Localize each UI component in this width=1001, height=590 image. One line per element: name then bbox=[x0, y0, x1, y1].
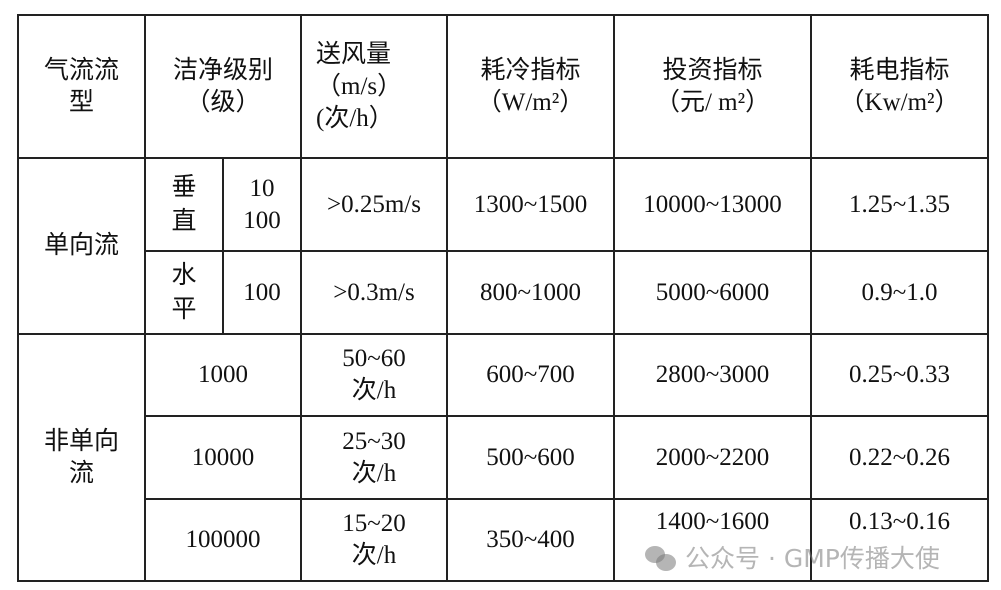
investment-cell: 5000~6000 bbox=[613, 250, 813, 335]
cooling-cell: 800~1000 bbox=[446, 250, 616, 335]
airflow-type-cell: 非单向流 bbox=[17, 333, 146, 582]
class-cell: 1000 bbox=[143, 333, 303, 417]
header-row: 气流流型 洁净级别（级） 送风量（m/s）(次/h） 耗冷指标（W/m²） 投资… bbox=[17, 14, 990, 159]
class-cell: 100 bbox=[221, 250, 303, 335]
header-cooling: 耗冷指标（W/m²） bbox=[446, 14, 616, 159]
table-row: 10000 25~30次/h 500~600 2000~2200 0.22~0.… bbox=[18, 415, 990, 500]
power-cell: 0.25~0.33 bbox=[810, 333, 990, 417]
air-volume-cell: >0.3m/s bbox=[300, 250, 449, 335]
orientation-cell: 水平 bbox=[144, 250, 224, 335]
class-cell: 10000 bbox=[143, 415, 303, 500]
cooling-cell: 350~400 bbox=[446, 498, 616, 582]
cooling-cell: 500~600 bbox=[446, 415, 616, 500]
header-investment: 投资指标（元/ m²） bbox=[613, 14, 813, 159]
table-row: 100000 15~20次/h 350~400 1400~1600 0.13~0… bbox=[18, 498, 990, 582]
orientation-text: 垂直 bbox=[171, 173, 197, 235]
header-air-volume: 送风量（m/s）(次/h） bbox=[300, 14, 449, 159]
header-clean-class: 洁净级别（级） bbox=[143, 14, 303, 159]
cooling-cell: 600~700 bbox=[446, 333, 616, 417]
watermark-text: 公众号 · GMP传播大使 bbox=[685, 544, 940, 573]
air-volume-cell: 25~30次/h bbox=[300, 415, 449, 500]
header-power: 耗电指标（Kw/m²） bbox=[810, 14, 990, 159]
orientation-cell: 垂直 bbox=[144, 157, 224, 252]
power-cell: 0.13~0.16 bbox=[810, 498, 990, 582]
orientation-text: 水平 bbox=[171, 261, 197, 323]
table-row: 非单向流 1000 50~60次/h 600~700 2800~3000 0.2… bbox=[17, 333, 990, 582]
class-cell: 10 100 bbox=[221, 157, 303, 252]
air-volume-cell: 15~20次/h bbox=[300, 498, 449, 582]
investment-cell: 10000~13000 bbox=[613, 157, 813, 252]
cooling-cell: 1300~1500 bbox=[446, 157, 616, 252]
air-volume-cell: 50~60次/h bbox=[300, 333, 449, 417]
header-airflow-type: 气流流型 bbox=[17, 14, 146, 159]
power-cell: 0.9~1.0 bbox=[810, 250, 990, 335]
power-cell: 1.25~1.35 bbox=[810, 157, 990, 252]
airflow-type-cell: 单向流 bbox=[17, 157, 146, 335]
investment-cell: 1400~1600 bbox=[613, 498, 813, 582]
air-volume-cell: >0.25m/s bbox=[300, 157, 449, 252]
investment-cell: 2800~3000 bbox=[613, 333, 813, 417]
investment-cell: 2000~2200 bbox=[613, 415, 813, 500]
table-row: 单向流 垂直 10 100 >0.25m/s 1300~1500 10000~1… bbox=[17, 157, 990, 335]
table-row: 水平 100 >0.3m/s 800~1000 5000~6000 0.9~1.… bbox=[18, 250, 990, 335]
power-cell: 0.22~0.26 bbox=[810, 415, 990, 500]
wechat-icon bbox=[645, 546, 677, 572]
cleanroom-index-table: 气流流型 洁净级别（级） 送风量（m/s）(次/h） 耗冷指标（W/m²） 投资… bbox=[17, 14, 990, 582]
watermark: 公众号 · GMP传播大使 bbox=[645, 544, 940, 574]
class-cell: 100000 bbox=[143, 498, 303, 582]
